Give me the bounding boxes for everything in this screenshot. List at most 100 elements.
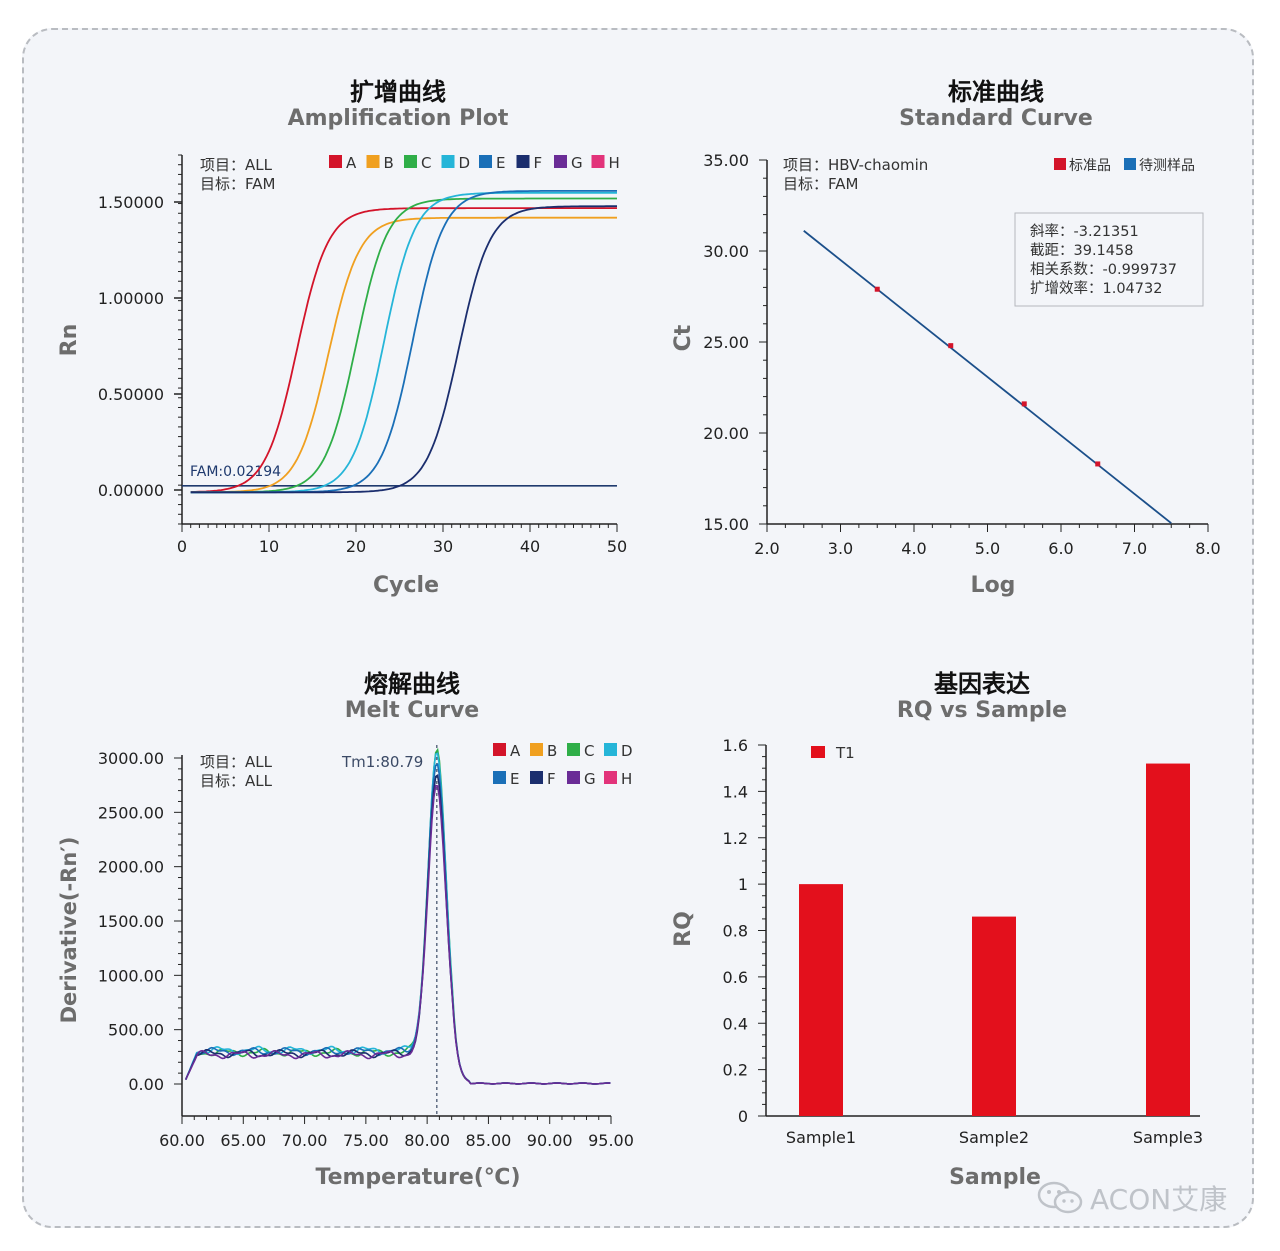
melt-y-tick-label: 1500.00 (98, 912, 164, 931)
melt-legend-label-F: F (547, 770, 556, 788)
std-stats-box (1014, 212, 1204, 307)
amp-curve-E (190, 190, 617, 494)
std-y-tick-label: 20.00 (703, 424, 749, 443)
std-stats-line: 截距：39.1458 (1030, 242, 1133, 259)
melt-x-tick-label: 75.00 (343, 1131, 389, 1150)
rq-bar-Sample3 (1146, 763, 1190, 1116)
watermark: ACON艾康 (1036, 1178, 1227, 1218)
rq-y-tick-label: 0.6 (723, 968, 748, 987)
melt-x-tick-label: 90.00 (527, 1131, 573, 1150)
amp-curve-A (190, 207, 617, 493)
melt-legend-swatch-A (493, 743, 506, 756)
amp-legend-swatch-C (404, 155, 417, 168)
amp-x-tick-label: 30 (433, 537, 453, 556)
melt-legend-swatch-E (493, 771, 506, 784)
melt-legend-swatch-B (530, 743, 543, 756)
melt-legend-label-C: C (584, 742, 594, 760)
melt-y-tick-label: 0.00 (128, 1075, 164, 1094)
std-legend-swatch (1124, 158, 1136, 170)
std-y-tick-label: 35.00 (703, 151, 749, 170)
amp-info-line: 项目：ALL (200, 156, 273, 174)
amplification-title: 扩增曲线 (350, 78, 446, 106)
rq-y-axis-title: RQ (671, 911, 696, 947)
std-x-tick-label: 8.0 (1195, 539, 1220, 558)
std-stats-line: 相关系数：-0.999737 (1030, 261, 1177, 278)
melt-x-tick-label: 80.00 (404, 1131, 450, 1150)
amp-curve-B (190, 216, 617, 494)
amp-y-tick-label: 1.00000 (98, 289, 164, 308)
amp-curve-F (190, 205, 617, 494)
melt-x-tick-label: 70.00 (282, 1131, 328, 1150)
amplification-subtitle: Amplification Plot (287, 106, 509, 131)
melt-legend-swatch-D (604, 743, 617, 756)
amp-x-tick-label: 10 (259, 537, 279, 556)
melt-legend-label-B: B (547, 742, 557, 760)
melt-info-line: 目标：ALL (200, 772, 273, 790)
amp-threshold-label: FAM:0.02194 (190, 464, 281, 480)
std-legend-swatch (1054, 158, 1066, 170)
amp-y-axis-title: Rn (57, 324, 82, 357)
std-stats-line: 扩增效率：1.04732 (1030, 280, 1162, 297)
std-y-tick-label: 25.00 (703, 333, 749, 352)
rq-x-tick-label: Sample3 (1133, 1128, 1203, 1147)
watermark-text: ACON艾康 (1090, 1183, 1228, 1216)
rq-legend-swatch (811, 746, 825, 758)
rq-y-tick-label: 1.6 (723, 736, 748, 755)
amp-x-tick-label: 0 (177, 537, 187, 556)
amp-curve-D (190, 191, 617, 494)
amp-legend-label-G: G (571, 154, 583, 172)
rq-y-tick-label: 1 (738, 875, 748, 894)
melt-y-tick-label: 2000.00 (98, 858, 164, 877)
melt-curve-G (184, 784, 611, 1085)
std-x-tick-label: 7.0 (1122, 539, 1147, 558)
std-info-line: 目标：FAM (783, 175, 858, 193)
rq-x-tick-label: Sample1 (786, 1128, 856, 1147)
wechat-icon (1037, 1181, 1083, 1214)
amp-info-line: 目标：FAM (200, 175, 275, 193)
amp-x-tick-label: 40 (520, 537, 540, 556)
melt-y-tick-label: 500.00 (108, 1021, 164, 1040)
std-stats-line: 斜率：-3.21351 (1030, 223, 1139, 240)
rq-x-axis-title: Sample (949, 1165, 1041, 1190)
standard-title: 标准曲线 (948, 78, 1044, 106)
amp-y-tick-label: 0.50000 (98, 385, 164, 404)
std-x-tick-label: 4.0 (901, 539, 926, 558)
std-legend-label: 待测样品 (1139, 158, 1195, 174)
melt-y-tick-label: 3000.00 (98, 749, 164, 768)
amp-legend-label-H: H (609, 154, 620, 172)
amp-legend-swatch-A (329, 155, 342, 168)
melt-curve-E (184, 763, 611, 1085)
rq-y-tick-label: 0.8 (723, 922, 748, 941)
melt-legend-label-E: E (510, 770, 519, 788)
std-y-tick-label: 30.00 (703, 242, 749, 261)
melt-subtitle: Melt Curve (344, 698, 480, 723)
std-point (1095, 461, 1101, 467)
rq-legend-label: T1 (835, 744, 855, 762)
amp-legend-label-A: A (346, 154, 357, 172)
amp-y-tick-label: 0.00000 (98, 481, 164, 500)
amp-x-axis-title: Cycle (373, 573, 439, 598)
melt-info-line: 项目：ALL (200, 753, 273, 771)
std-y-axis-title: Ct (671, 324, 696, 351)
std-x-tick-label: 5.0 (975, 539, 1000, 558)
amp-legend-swatch-B (366, 155, 380, 168)
amp-curve-C (190, 197, 617, 494)
amp-legend-swatch-D (441, 155, 455, 168)
melt-legend-label-G: G (584, 770, 596, 788)
amp-legend-label-D: D (459, 154, 471, 172)
melt-y-tick-label: 2500.00 (98, 803, 164, 822)
amp-legend-swatch-F (516, 155, 530, 168)
std-point (948, 343, 954, 349)
melt-x-tick-label: 60.00 (159, 1131, 205, 1150)
std-point (1021, 401, 1027, 407)
amp-legend-swatch-H (591, 155, 605, 168)
melt-x-tick-label: 65.00 (220, 1131, 266, 1150)
melt-x-tick-label: 95.00 (588, 1131, 634, 1150)
std-x-axis-title: Log (971, 573, 1016, 598)
melt-legend-label-H: H (621, 770, 632, 788)
amp-x-tick-label: 50 (607, 537, 627, 556)
amp-legend-label-B: B (384, 154, 394, 172)
rq-subtitle: RQ vs Sample (896, 698, 1068, 723)
melt-x-tick-label: 85.00 (466, 1131, 512, 1150)
